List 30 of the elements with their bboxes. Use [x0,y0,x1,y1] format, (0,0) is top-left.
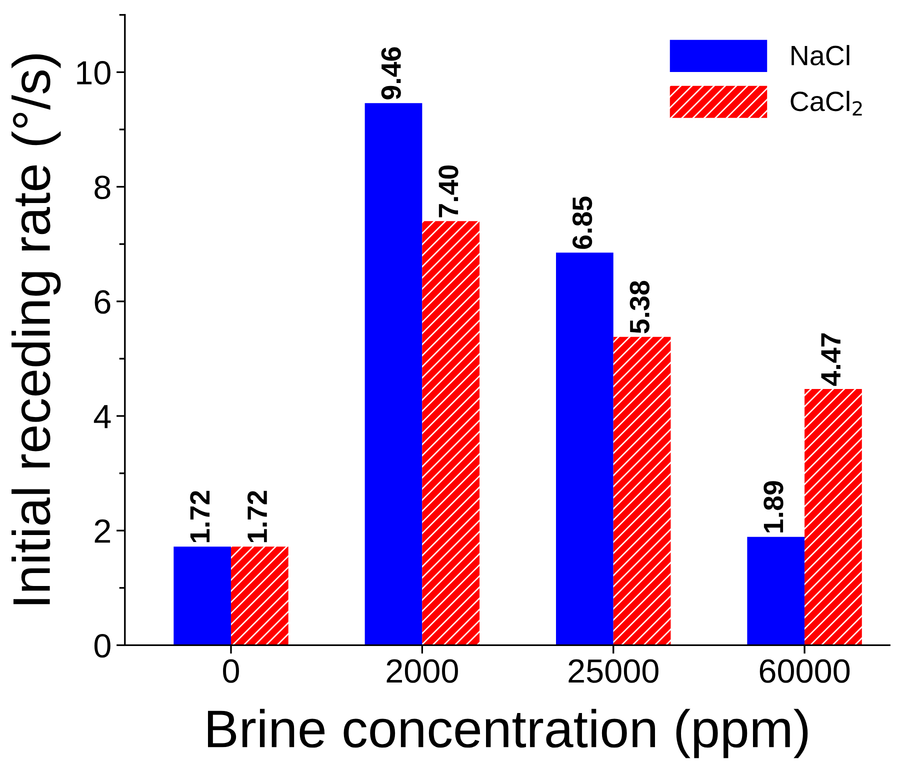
bar [364,103,422,646]
text: 4.47 [821,333,840,386]
x-tick-label: 2000 [386,659,458,683]
y-tick-label: 6 [94,290,110,314]
x-axis-title: Brine concentration (ppm) [208,708,808,758]
text: 5.38 [630,280,650,334]
bar [747,536,805,646]
y-tick-label: 8 [94,176,110,200]
text: 1.72 [247,490,267,542]
bar [230,546,288,646]
x-tick-label: 60000 [760,659,850,683]
text: 1.89 [764,481,784,532]
x-tick-label: 0 [223,659,239,683]
legend-label: NaCl [792,45,850,66]
y-tick-label: 0 [94,634,110,658]
text: 1.72 [190,490,210,542]
y-axis-title: Initial receding rate (°/s) [12,54,61,604]
text: 9.46 [381,47,401,100]
y-tick-label: 10 [77,60,110,85]
legend-label: CaCl$_{2}$ [790,90,862,116]
bar [804,389,862,646]
x-tick-label: 25000 [568,659,658,683]
bar [613,336,671,646]
text: 7.40 [438,165,458,218]
y-tick-label: 4 [94,405,111,428]
bar [174,546,231,646]
bar [556,252,614,646]
text: 6.85 [572,196,592,249]
bar [422,221,480,646]
y-tick-label: 2 [94,519,110,543]
